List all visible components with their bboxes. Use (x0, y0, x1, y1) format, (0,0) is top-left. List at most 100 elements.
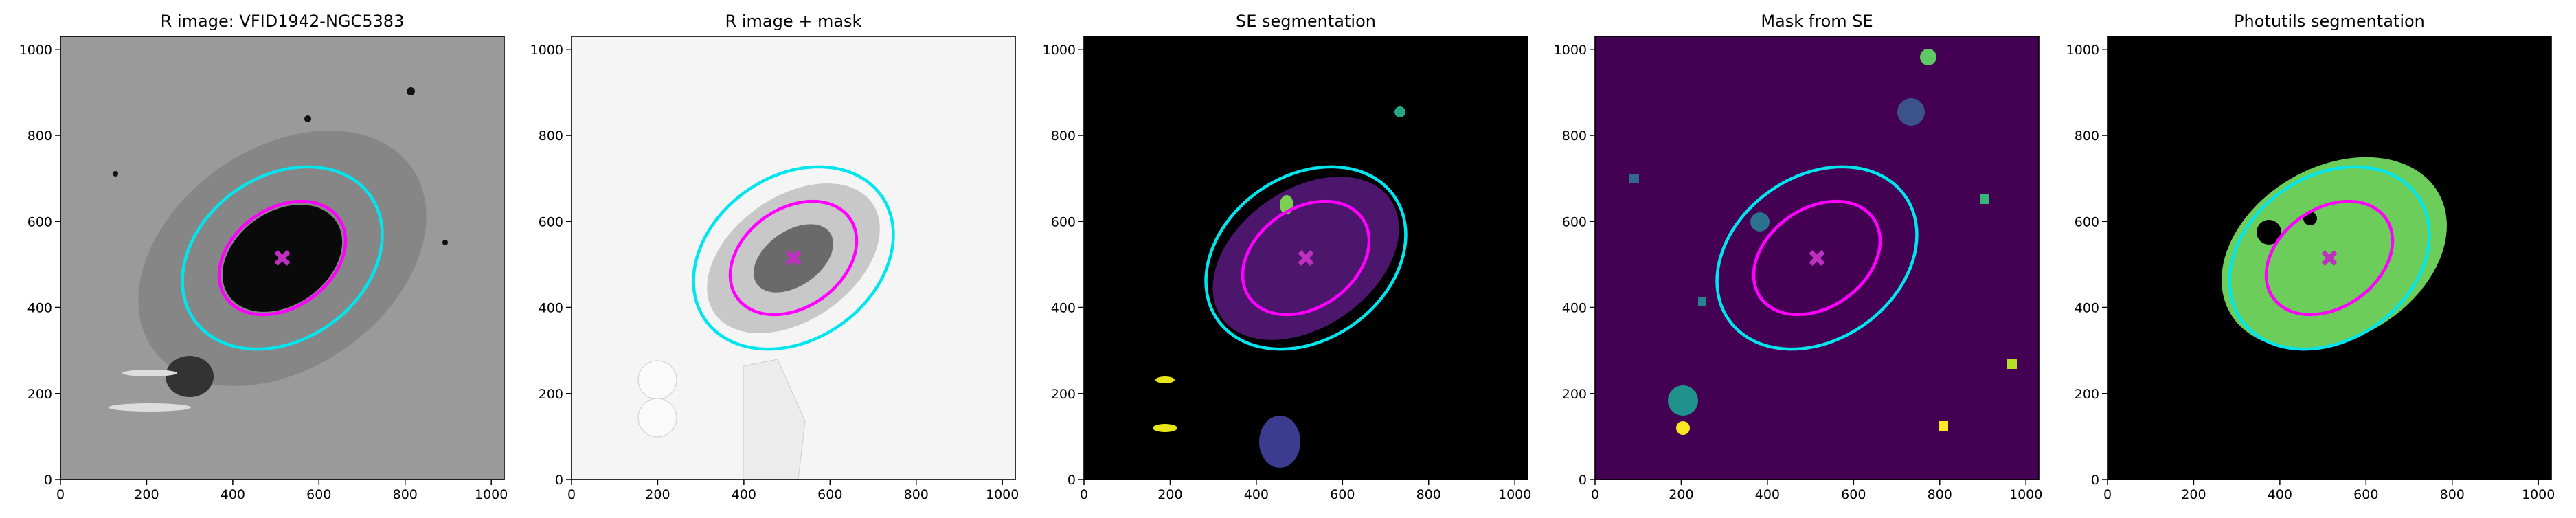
aperture-ellipse (2228, 165, 2431, 351)
mask-region (1676, 421, 1690, 435)
star (407, 87, 415, 95)
y-tick-label: 0 (44, 473, 52, 488)
x-tick-label: 1000 (986, 487, 1019, 502)
mask-region (1897, 98, 1925, 126)
x-tick-label: 200 (1669, 487, 1693, 502)
x-tick-label: 400 (2268, 487, 2292, 502)
y-tick-label: 1000 (19, 43, 52, 58)
mask-region (637, 360, 677, 400)
x-tick-label: 0 (1591, 487, 1599, 502)
panel (1595, 36, 2039, 480)
x-tick-label: 1000 (1498, 487, 1531, 502)
mask-region (1920, 49, 1936, 65)
panel-title: Mask from SE (1761, 12, 1873, 31)
center-marker (1809, 250, 1825, 266)
x-tick-label: 1000 (2009, 487, 2042, 502)
star (113, 171, 118, 177)
y-tick-label: 800 (2075, 128, 2099, 144)
y-tick-label: 0 (2091, 473, 2099, 488)
axes-frame (1083, 36, 1528, 480)
axes-frame (571, 36, 1016, 480)
y-tick-label: 800 (539, 128, 563, 144)
y-tick-label: 600 (27, 214, 52, 229)
y-tick-label: 400 (1562, 301, 1587, 316)
x-tick-label: 200 (1157, 487, 1182, 502)
panel-title: SE segmentation (1236, 12, 1376, 31)
panel (60, 36, 504, 480)
x-tick-label: 600 (1841, 487, 1866, 502)
y-tick-label: 0 (1067, 473, 1076, 488)
center-marker (2321, 250, 2338, 266)
y-tick-label: 1000 (1554, 43, 1587, 58)
y-tick-label: 200 (2075, 387, 2099, 402)
x-tick-label: 800 (1928, 487, 1952, 502)
mask-region (1629, 174, 1639, 183)
star (304, 115, 311, 122)
x-tick-label: 0 (2103, 487, 2112, 502)
x-tick-label: 600 (2353, 487, 2378, 502)
x-tick-label: 1000 (2522, 487, 2555, 502)
segment (1394, 106, 1405, 117)
y-tick-label: 400 (1051, 301, 1076, 316)
y-tick-label: 400 (539, 301, 563, 316)
aperture-ellipse (1204, 165, 1408, 351)
axes-frame (60, 36, 505, 480)
y-tick-label: 1000 (1043, 43, 1076, 58)
panel (2108, 36, 2551, 480)
mask-region (1698, 297, 1706, 306)
x-tick-label: 400 (221, 487, 245, 502)
panel-title: R image + mask (725, 12, 862, 31)
x-tick-label: 200 (645, 487, 670, 502)
panel-title: R image: VFID1942-NGC5383 (161, 12, 405, 31)
mask-region (743, 359, 806, 480)
star-spike (109, 403, 191, 412)
y-tick-label: 200 (1562, 387, 1587, 402)
star-spike (122, 370, 177, 376)
mask-region (1668, 385, 1698, 416)
y-tick-label: 800 (1051, 128, 1076, 144)
x-tick-label: 800 (1416, 487, 1441, 502)
segment (1155, 376, 1175, 383)
x-tick-label: 800 (393, 487, 418, 502)
panel (1084, 36, 1528, 480)
x-tick-label: 400 (1755, 487, 1780, 502)
y-tick-label: 0 (1579, 473, 1587, 488)
aperture-ellipse (2264, 199, 2395, 317)
x-tick-label: 600 (817, 487, 842, 502)
masked-star (2257, 220, 2281, 245)
center-marker (274, 250, 291, 266)
x-tick-label: 400 (1244, 487, 1269, 502)
panel (572, 36, 1015, 480)
segment (1153, 424, 1177, 432)
axes-frame (2107, 36, 2552, 480)
y-tick-label: 600 (1051, 214, 1076, 229)
mask-region (1980, 194, 1989, 204)
x-tick-label: 800 (2440, 487, 2465, 502)
x-tick-label: 200 (134, 487, 159, 502)
y-tick-label: 1000 (2066, 43, 2099, 58)
x-tick-label: 400 (732, 487, 756, 502)
y-tick-label: 600 (2075, 214, 2099, 229)
y-tick-label: 600 (539, 214, 563, 229)
mask-region (1939, 421, 1948, 431)
segment (1259, 416, 1300, 468)
mask-region (2007, 359, 2017, 369)
y-tick-label: 600 (1562, 214, 1587, 229)
aperture-ellipse (728, 199, 859, 317)
y-tick-label: 800 (27, 128, 52, 144)
x-tick-label: 0 (56, 487, 65, 502)
aperture-ellipse (1752, 199, 1882, 317)
x-tick-label: 600 (306, 487, 331, 502)
mask-region (1750, 212, 1770, 232)
y-tick-label: 0 (555, 473, 563, 488)
axes-frame (1594, 36, 2040, 480)
x-tick-label: 0 (567, 487, 576, 502)
center-marker (1298, 250, 1314, 266)
y-tick-label: 400 (2075, 301, 2099, 316)
aperture-ellipse (1241, 199, 1371, 317)
x-tick-label: 200 (2181, 487, 2206, 502)
panel-title: Photutils segmentation (2234, 12, 2425, 31)
y-tick-label: 400 (27, 301, 52, 316)
center-marker (785, 250, 802, 266)
aperture-ellipse (692, 165, 895, 351)
